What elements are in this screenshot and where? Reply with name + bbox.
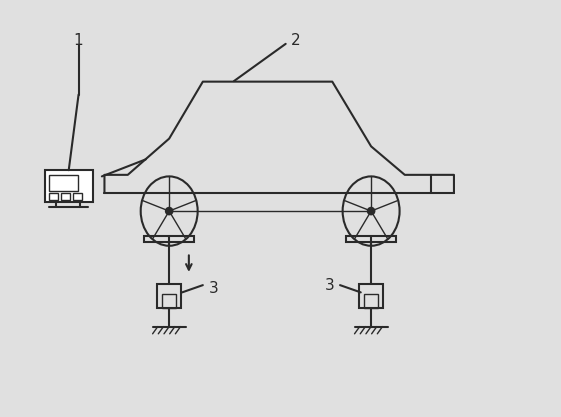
Bar bbox=[49, 176, 77, 191]
Bar bbox=[73, 193, 82, 200]
Bar bbox=[359, 284, 383, 309]
Text: 2: 2 bbox=[291, 33, 301, 48]
Text: 3: 3 bbox=[208, 281, 218, 296]
Text: 1: 1 bbox=[73, 33, 84, 48]
Text: 3: 3 bbox=[325, 278, 334, 293]
Bar bbox=[49, 193, 58, 200]
Bar bbox=[61, 193, 70, 200]
Bar bbox=[346, 236, 396, 242]
Bar bbox=[45, 170, 93, 202]
Bar bbox=[365, 294, 378, 309]
Bar bbox=[144, 236, 194, 242]
Bar bbox=[163, 294, 176, 309]
Circle shape bbox=[165, 208, 173, 215]
Bar bbox=[157, 284, 181, 309]
Circle shape bbox=[367, 208, 375, 215]
